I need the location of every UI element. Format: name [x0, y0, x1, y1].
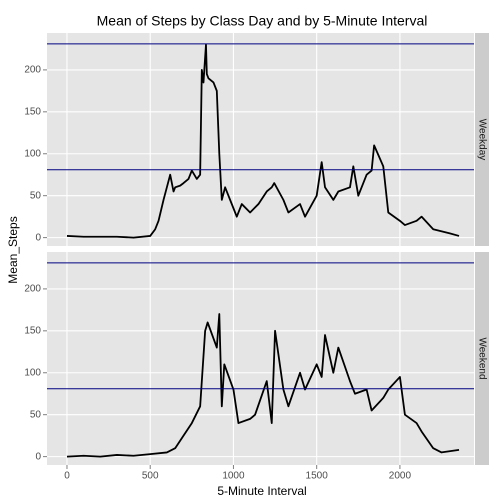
- strip-background: [475, 33, 489, 246]
- data-line: [66, 43, 460, 239]
- strip-label: Weekend: [476, 337, 487, 379]
- x-tick-label: 2000: [389, 471, 412, 482]
- chart-title: Mean of Steps by Class Day and by 5-Minu…: [97, 13, 428, 29]
- y-tick-label: 100: [24, 367, 41, 378]
- y-tick-label: 150: [24, 325, 41, 336]
- x-tick-label: 500: [142, 471, 159, 482]
- y-tick-label: 200: [24, 284, 41, 295]
- panel-background: [47, 252, 474, 465]
- data-line: [66, 313, 460, 458]
- x-tick-label: 1000: [222, 471, 245, 482]
- strip-label: Weekday: [476, 119, 487, 161]
- panel-background: [47, 33, 474, 246]
- y-tick-label: 50: [30, 409, 42, 420]
- y-tick-label: 0: [35, 451, 41, 462]
- x-tick-label: 1500: [306, 471, 329, 482]
- y-tick-label: 0: [35, 232, 41, 243]
- y-axis-label: Mean_Steps: [6, 216, 20, 283]
- x-tick-label: 0: [64, 471, 70, 482]
- y-tick-label: 200: [24, 65, 41, 76]
- y-tick-label: 100: [24, 148, 41, 159]
- y-tick-label: 150: [24, 106, 41, 117]
- strip-background: [475, 252, 489, 465]
- y-tick-label: 50: [30, 190, 42, 201]
- x-axis-label: 5-Minute Interval: [217, 484, 306, 498]
